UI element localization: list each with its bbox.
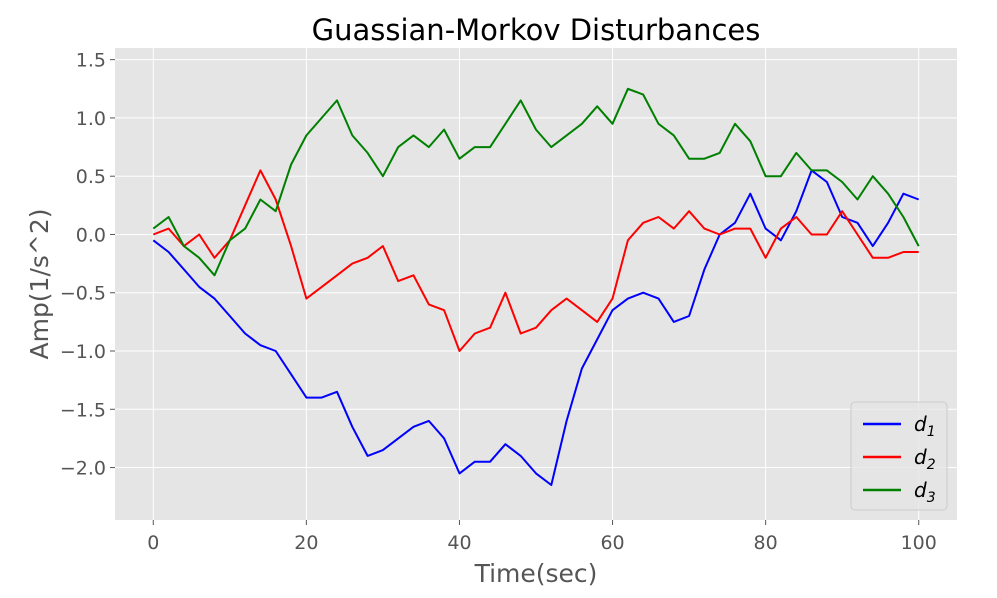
legend-label-d1: d1 bbox=[914, 412, 936, 440]
x-tick-label: 0 bbox=[147, 532, 159, 554]
x-tick-label: 20 bbox=[294, 532, 318, 554]
y-tick-label: 1.5 bbox=[76, 50, 106, 72]
series-line-d3 bbox=[152, 87, 920, 277]
legend-label-subscript: 1 bbox=[927, 424, 936, 440]
x-tick-label: 80 bbox=[754, 532, 778, 554]
x-tick-label: 60 bbox=[600, 532, 624, 554]
x-axis-label: Time(sec) bbox=[474, 559, 598, 588]
legend-label-base: d bbox=[914, 445, 927, 469]
legend-label-base: d bbox=[914, 412, 927, 436]
legend-label-d3: d3 bbox=[914, 478, 936, 506]
y-tick-label: −1.5 bbox=[60, 399, 106, 421]
plot-area bbox=[115, 48, 957, 520]
legend-label-subscript: 3 bbox=[927, 490, 936, 506]
y-tick-label: 0.0 bbox=[76, 224, 106, 246]
legend-label-subscript: 2 bbox=[927, 457, 936, 473]
y-tick-label: 1.0 bbox=[76, 108, 106, 130]
legend-label-base: d bbox=[914, 478, 927, 502]
series-line-d2 bbox=[152, 169, 919, 352]
legend-label-d2: d2 bbox=[914, 445, 936, 473]
y-tick-label: 0.5 bbox=[76, 166, 106, 188]
y-tick-label: −2.0 bbox=[60, 458, 106, 480]
x-tick-label: 100 bbox=[901, 532, 937, 554]
y-axis-label: Amp(1/s^2) bbox=[25, 208, 54, 359]
y-tick-label: −0.5 bbox=[60, 283, 106, 305]
y-tick-label: −1.0 bbox=[60, 341, 106, 363]
chart-title: Guassian-Morkov Disturbances bbox=[312, 13, 761, 47]
x-tick-label: 40 bbox=[447, 532, 471, 554]
